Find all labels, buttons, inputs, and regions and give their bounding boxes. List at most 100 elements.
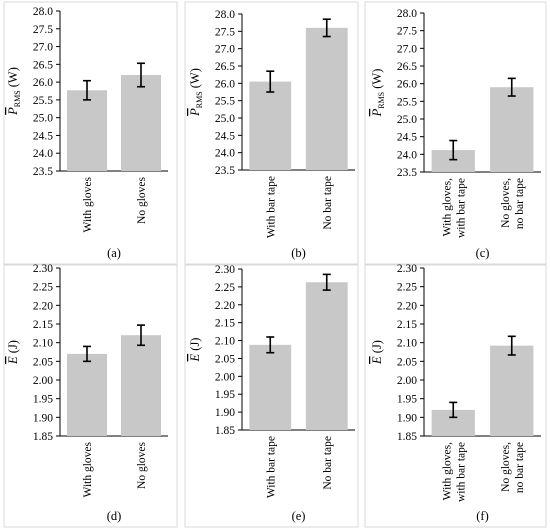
bar (67, 353, 107, 436)
x-category-label: No gloves (136, 441, 148, 488)
y-tick-label: 25.0 (33, 113, 53, 125)
y-axis-subscript: RMS (195, 91, 204, 108)
x-category-label-line: No gloves, (500, 442, 512, 492)
y-tick-label: 27.5 (33, 24, 53, 36)
y-tick-label: 2.20 (215, 300, 235, 312)
bar (249, 344, 292, 430)
y-axis-unit: (J) (188, 338, 202, 354)
y-axis-symbol: E (6, 356, 20, 365)
y-tick-label: 2.05 (397, 356, 417, 368)
x-category-label-line: With gloves (82, 441, 94, 497)
y-tick-label: 27.0 (33, 42, 53, 54)
y-tick-label: 27.0 (397, 43, 417, 55)
panel-letter: (c) (476, 246, 490, 260)
y-tick-label: 2.25 (33, 282, 53, 294)
y-tick-label: 1.85 (397, 431, 417, 443)
y-tick-label: 2.30 (215, 264, 235, 276)
y-tick-label: 1.95 (33, 394, 53, 406)
x-category-label: No gloves, no bar tape (500, 178, 526, 229)
y-tick-label: 25.5 (33, 95, 53, 107)
y-tick-label: 26.0 (215, 78, 235, 90)
y-tick-label: 26.5 (215, 61, 235, 73)
y-tick-label: 25.0 (397, 114, 417, 126)
panel-frame (184, 264, 359, 528)
x-category-label-line: No gloves (136, 176, 148, 223)
chart-panel-5: 1.85 1.90 1.95 2.00 2.05 2.10 2.15 2.20 2.25 2.30… (184, 264, 359, 528)
panel-letter: (f) (476, 509, 489, 523)
y-tick-label: 1.90 (215, 407, 235, 419)
chart-panel-3: 23.5 24.0 24.5 25.0 25.5 26.0 26.5 27.0 27.5 28.0… (364, 1, 547, 265)
x-category-label: No gloves, no bar tape (500, 442, 526, 493)
y-tick-label: 2.15 (215, 318, 235, 330)
y-tick-label: 27.0 (215, 44, 235, 56)
y-tick-label: 2.20 (397, 300, 417, 312)
y-tick-label: 26.0 (33, 77, 53, 89)
bar (431, 150, 475, 172)
y-axis-title: PRMS (W) (370, 69, 386, 118)
y-axis-title: E (J) (370, 340, 384, 365)
panel-letter: (b) (291, 246, 306, 260)
y-tick-label: 2.05 (33, 356, 53, 368)
y-axis-symbol: E (188, 353, 202, 362)
x-category-label-line: no bar tape (514, 178, 526, 229)
x-category-label: With gloves, with bar tape (441, 178, 467, 238)
y-tick-label: 24.0 (33, 148, 53, 160)
y-axis-unit: (W) (6, 67, 20, 90)
y-tick-label: 1.85 (33, 431, 53, 443)
y-tick-label: 24.5 (33, 130, 53, 142)
y-axis-symbol: P (188, 108, 202, 117)
x-category-label: With bar tape (265, 176, 277, 238)
y-tick-label: 2.25 (397, 282, 417, 294)
y-tick-label: 25.0 (215, 113, 235, 125)
y-tick-label: 1.85 (215, 425, 235, 437)
x-category-label-line: With bar tape (265, 436, 277, 498)
x-category-label-line: With bar tape (265, 176, 277, 238)
panel-letter: (a) (107, 246, 121, 260)
y-tick-label: 28.0 (215, 9, 235, 21)
y-tick-label: 1.95 (215, 389, 235, 401)
x-category-label-line: With gloves (82, 176, 94, 232)
x-category-label: No bar tape (322, 436, 334, 490)
y-axis-subscript: RMS (377, 92, 386, 109)
x-category-label: With gloves (82, 441, 94, 497)
x-category-label-line: With gloves, (441, 442, 453, 500)
y-axis-title: PRMS (W) (6, 67, 22, 116)
y-tick-label: 2.25 (215, 282, 235, 294)
y-tick-label: 2.15 (33, 319, 53, 331)
y-tick-label: 25.5 (397, 96, 417, 108)
x-category-label: No gloves (136, 176, 148, 223)
y-axis-subscript: RMS (13, 90, 22, 107)
y-tick-label: 2.15 (397, 319, 417, 331)
x-category-label-line: no bar tape (514, 442, 526, 493)
y-tick-label: 1.95 (397, 394, 417, 406)
bar (67, 90, 107, 171)
x-category-label-line: With gloves, (441, 178, 453, 236)
x-category-label-line: with bar tape (455, 442, 467, 502)
y-axis-unit: (W) (370, 69, 384, 92)
y-axis-title: PRMS (W) (188, 68, 204, 117)
y-tick-label: 24.0 (215, 148, 235, 160)
x-category-label: With bar tape (265, 436, 277, 498)
y-tick-label: 2.10 (397, 338, 417, 350)
y-tick-label: 23.5 (215, 165, 235, 177)
bar (121, 75, 161, 171)
y-tick-label: 23.5 (397, 167, 417, 179)
x-category-label-line: with bar tape (455, 178, 467, 238)
y-tick-label: 2.20 (33, 300, 53, 312)
y-tick-label: 23.5 (33, 166, 53, 178)
bar (305, 282, 348, 430)
chart-panel-2: 23.5 24.0 24.5 25.0 25.5 26.0 26.5 27.0 27.5 28.0… (184, 1, 359, 265)
y-axis-symbol: E (370, 356, 384, 365)
panel-frame (184, 1, 359, 265)
y-tick-label: 2.10 (215, 336, 235, 348)
x-category-label-line: No bar tape (322, 436, 334, 490)
y-tick-label: 27.5 (397, 26, 417, 38)
bar (490, 87, 534, 172)
y-tick-label: 26.5 (33, 59, 53, 71)
y-tick-label: 2.00 (215, 371, 235, 383)
bar (121, 335, 161, 436)
y-axis-symbol: P (370, 108, 384, 117)
x-category-label: With gloves (82, 176, 94, 232)
x-category-label-line: No gloves (136, 441, 148, 488)
